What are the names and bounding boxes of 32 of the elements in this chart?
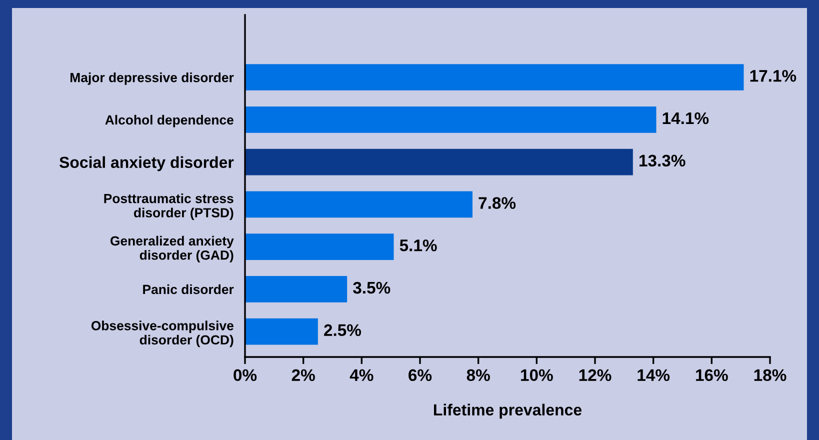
x-axis-title: Lifetime prevalence [434, 404, 582, 419]
data-label: 3.5% [353, 282, 390, 294]
y-tick-label: Posttraumatic stress disorder (PTSD) [104, 194, 234, 220]
x-tick-label: 8% [466, 369, 490, 382]
bar [245, 64, 744, 90]
data-label: 2.5% [324, 324, 362, 336]
bar [245, 106, 656, 133]
y-tick-label: Social anxiety disorder [59, 156, 234, 172]
y-tick-label: Obsessive-compulsive disorder (OCD) [91, 320, 234, 348]
x-tick-label: 6% [408, 369, 432, 382]
y-tick-label: Alcohol dependence [105, 114, 234, 128]
data-label: 17.1% [750, 70, 796, 82]
bar [245, 191, 472, 218]
data-label: 13.3% [640, 154, 686, 167]
bar [245, 276, 348, 302]
y-tick-label: Generalized anxiety disorder (GAD) [110, 236, 234, 262]
x-tick-label: 18% [754, 369, 786, 382]
bar [245, 318, 318, 345]
bar [245, 234, 394, 260]
x-tick-label: 10% [521, 369, 553, 382]
data-label: 14.1% [662, 112, 709, 124]
x-tick-label: 2% [292, 369, 315, 382]
y-tick-label: Major depressive disorder [70, 72, 234, 85]
x-tick-label: 12% [579, 369, 612, 382]
y-tick-label: Panic disorder [143, 284, 234, 294]
x-tick-label: 16% [696, 369, 728, 382]
x-tick-label: 4% [350, 369, 374, 382]
bar [245, 148, 633, 176]
x-tick-label: 14% [638, 369, 670, 382]
data-label: 5.1% [400, 240, 437, 252]
x-tick-label: 0% [234, 369, 257, 382]
data-label: 7.8% [478, 197, 516, 209]
